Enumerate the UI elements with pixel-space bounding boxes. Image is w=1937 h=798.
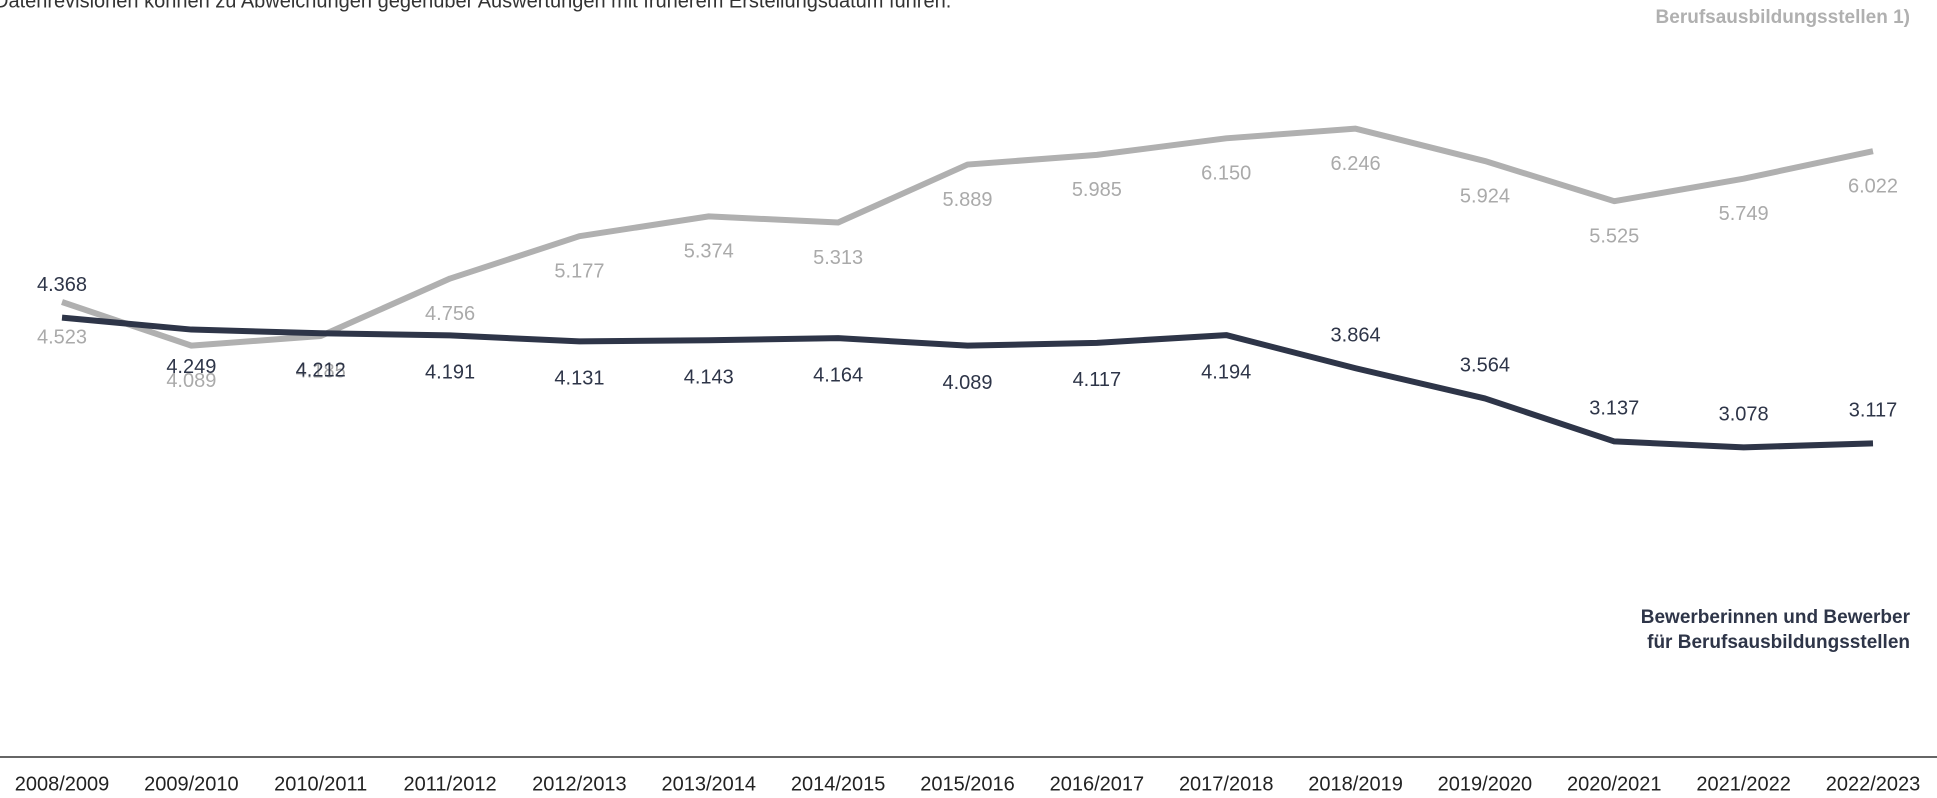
x-tick-label: 2013/2014 xyxy=(662,773,757,795)
data-label: 6.022 xyxy=(1848,175,1898,197)
data-label: 4.368 xyxy=(37,274,87,296)
data-label: 4.185 xyxy=(296,360,346,382)
data-label: 3.078 xyxy=(1719,404,1769,426)
legend-entry: Bewerberinnen und Bewerber für Berufsausb… xyxy=(1641,607,1911,653)
data-label: 4.756 xyxy=(425,303,475,325)
data-label: 4.131 xyxy=(554,368,604,390)
data-label: 4.191 xyxy=(425,362,475,384)
x-tick-label: 2020/2021 xyxy=(1567,773,1662,795)
x-tick-label: 2008/2009 xyxy=(15,773,110,795)
data-label: 5.749 xyxy=(1719,203,1769,225)
note: Datenrevisionen können zu Abweichungen g… xyxy=(0,0,951,12)
x-tick-label: 2019/2020 xyxy=(1438,773,1533,795)
x-tick-label: 2018/2019 xyxy=(1308,773,1403,795)
data-label: 3.117 xyxy=(1849,400,1898,422)
data-label: 6.246 xyxy=(1331,153,1381,175)
data-label: 4.212 xyxy=(296,360,346,382)
data-label: 3.864 xyxy=(1331,325,1381,347)
data-label: 3.137 xyxy=(1589,398,1639,420)
x-tick-label: 2015/2016 xyxy=(920,773,1015,795)
x-tick-label: 2016/2017 xyxy=(1050,773,1145,795)
x-tick-label: 2021/2022 xyxy=(1696,773,1791,795)
data-label: 5.177 xyxy=(554,260,604,282)
x-tick-label: 2014/2015 xyxy=(791,773,886,795)
data-label: 4.249 xyxy=(166,356,216,378)
data-label: 4.117 xyxy=(1073,369,1122,391)
data-label: 4.523 xyxy=(37,326,87,348)
series-line xyxy=(61,125,1874,349)
data-label: 5.313 xyxy=(813,247,863,269)
x-tick-label: 2010/2011 xyxy=(274,773,367,795)
data-label: 4.143 xyxy=(684,366,734,388)
x-tick-label: 2017/2018 xyxy=(1179,773,1274,795)
x-tick-label: 2012/2013 xyxy=(532,773,627,795)
data-label: 4.089 xyxy=(942,372,992,394)
data-label: 5.924 xyxy=(1460,185,1510,207)
x-tick-label: 2011/2012 xyxy=(404,773,497,795)
data-label: 6.150 xyxy=(1201,163,1251,185)
data-label: 5.889 xyxy=(942,189,992,211)
data-label: 3.564 xyxy=(1460,355,1510,377)
legend-entry: Berufsausbildungsstellen 1) xyxy=(1656,7,1910,28)
x-tick-label: 2009/2010 xyxy=(144,773,239,795)
data-label: 5.985 xyxy=(1072,179,1122,201)
data-label: 5.374 xyxy=(684,241,734,263)
data-label: 5.525 xyxy=(1589,225,1639,247)
x-tick-label: 2022/2023 xyxy=(1826,773,1921,795)
data-label: 4.164 xyxy=(813,364,863,386)
data-label: 4.089 xyxy=(166,370,216,392)
data-label: 4.194 xyxy=(1201,361,1251,383)
series-line xyxy=(61,314,1874,451)
